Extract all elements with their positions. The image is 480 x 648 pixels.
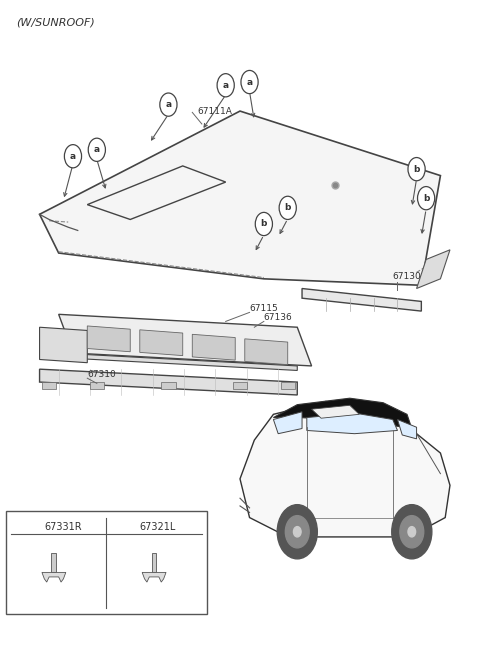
Text: b: b (125, 522, 131, 531)
Polygon shape (302, 288, 421, 311)
Text: b: b (261, 220, 267, 229)
Text: a: a (30, 522, 35, 531)
Polygon shape (51, 553, 56, 572)
Polygon shape (245, 339, 288, 365)
Circle shape (293, 527, 301, 537)
Polygon shape (39, 327, 87, 363)
Polygon shape (42, 572, 66, 582)
Polygon shape (192, 334, 235, 360)
Polygon shape (87, 326, 130, 352)
Circle shape (64, 145, 82, 168)
Text: a: a (70, 152, 76, 161)
Text: a: a (165, 100, 171, 109)
Text: (W/SUNROOF): (W/SUNROOF) (16, 17, 95, 27)
Text: 67321L: 67321L (140, 522, 176, 532)
Polygon shape (39, 111, 441, 285)
Polygon shape (233, 382, 247, 389)
Text: 67115: 67115 (250, 304, 278, 313)
Polygon shape (90, 382, 104, 389)
Circle shape (285, 516, 309, 548)
Polygon shape (307, 413, 397, 434)
Polygon shape (42, 382, 56, 389)
Polygon shape (161, 382, 176, 389)
Circle shape (400, 516, 424, 548)
Circle shape (160, 93, 177, 116)
Circle shape (120, 517, 135, 537)
Polygon shape (59, 314, 312, 366)
Circle shape (418, 187, 435, 210)
Polygon shape (274, 399, 412, 428)
Circle shape (25, 517, 39, 537)
Circle shape (217, 74, 234, 97)
Polygon shape (140, 330, 183, 356)
Circle shape (241, 71, 258, 94)
Text: 67111A: 67111A (197, 106, 232, 115)
Polygon shape (397, 419, 417, 439)
Text: 67136: 67136 (264, 313, 293, 322)
Polygon shape (312, 405, 360, 418)
Circle shape (392, 505, 432, 559)
Circle shape (408, 527, 416, 537)
Text: a: a (94, 145, 100, 154)
Text: 67331R: 67331R (44, 522, 82, 532)
Polygon shape (274, 411, 302, 434)
Text: 67310: 67310 (87, 370, 116, 379)
Circle shape (408, 157, 425, 181)
Polygon shape (142, 572, 166, 582)
FancyBboxPatch shape (6, 511, 206, 614)
Text: b: b (413, 165, 420, 174)
Circle shape (279, 196, 296, 220)
Polygon shape (417, 249, 450, 288)
Text: a: a (247, 78, 252, 87)
Text: b: b (285, 203, 291, 213)
Text: a: a (223, 81, 229, 90)
Polygon shape (59, 353, 297, 371)
Text: 67130: 67130 (393, 272, 421, 281)
Text: b: b (423, 194, 429, 203)
Circle shape (255, 213, 273, 236)
Polygon shape (39, 369, 297, 395)
Polygon shape (152, 553, 156, 572)
Polygon shape (281, 382, 295, 389)
Circle shape (88, 138, 106, 161)
Polygon shape (240, 401, 450, 537)
Circle shape (277, 505, 317, 559)
